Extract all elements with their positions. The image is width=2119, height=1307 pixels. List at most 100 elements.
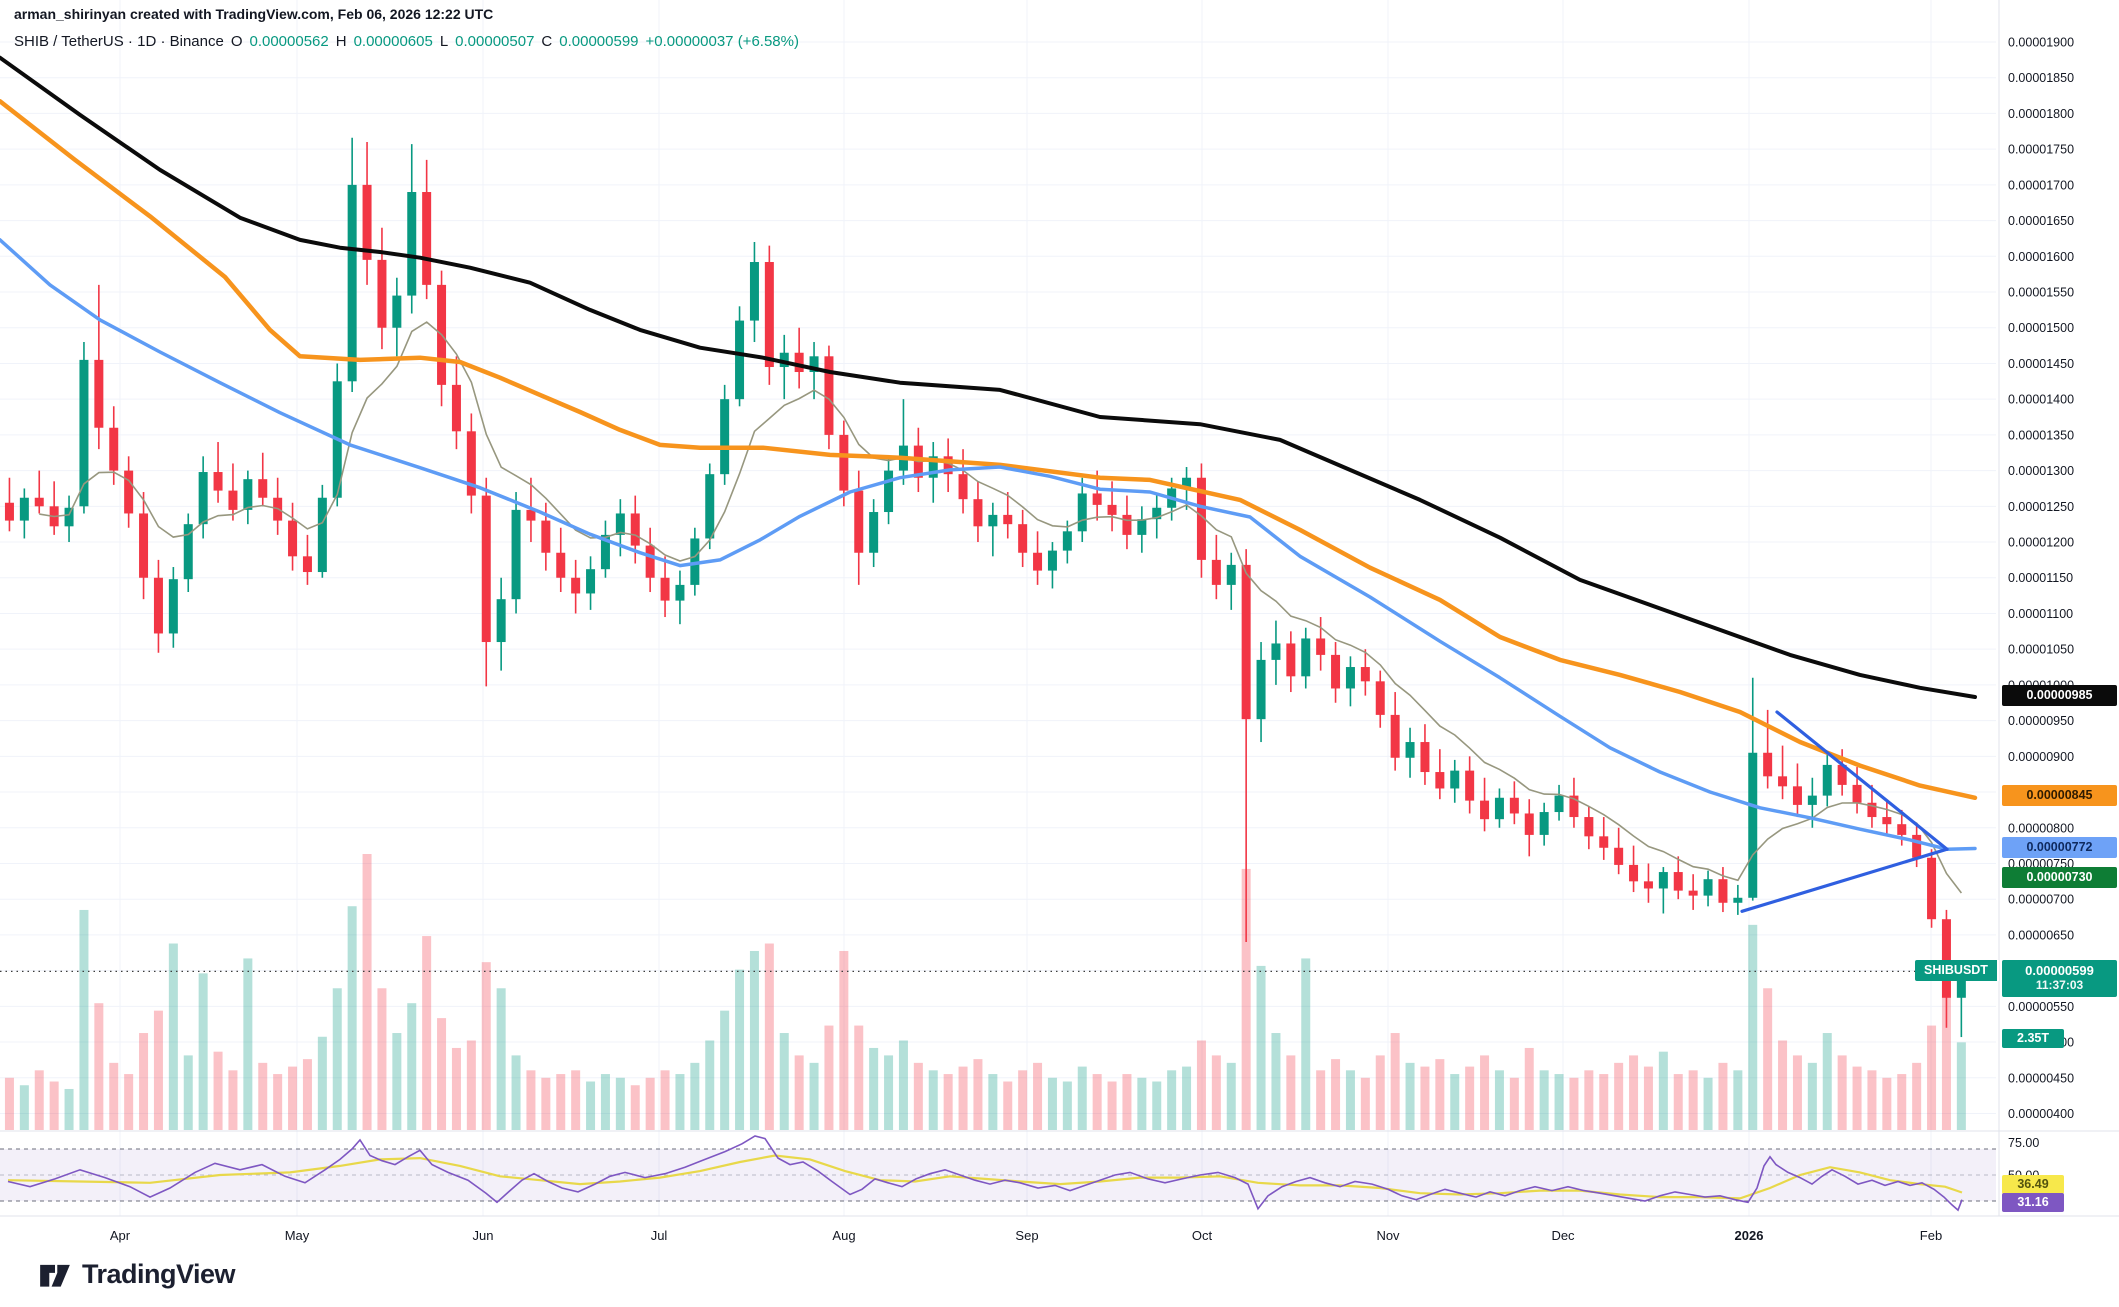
volume-bar[interactable]	[1614, 1062, 1624, 1130]
volume-bar[interactable]	[1137, 1077, 1147, 1130]
candle[interactable]	[839, 420, 849, 507]
candle[interactable]	[645, 527, 655, 593]
candle[interactable]	[183, 513, 193, 593]
volume-bar[interactable]	[1956, 1042, 1966, 1130]
candle[interactable]	[243, 470, 253, 525]
volume-bar[interactable]	[615, 1077, 625, 1130]
volume-bar[interactable]	[1271, 1033, 1281, 1130]
volume-bar[interactable]	[1569, 1077, 1579, 1130]
volume-bar[interactable]	[511, 1055, 521, 1130]
candle[interactable]	[1077, 477, 1087, 543]
candle[interactable]	[407, 144, 417, 314]
volume-bar[interactable]	[466, 1040, 476, 1130]
candle[interactable]	[1703, 870, 1713, 907]
volume-bar[interactable]	[1554, 1074, 1564, 1130]
candle[interactable]	[1524, 799, 1534, 857]
volume-bar[interactable]	[4, 1077, 14, 1130]
volume-bar[interactable]	[764, 943, 774, 1130]
volume-bar[interactable]	[958, 1066, 968, 1130]
candle[interactable]	[1688, 874, 1698, 910]
candle[interactable]	[153, 559, 163, 653]
volume-bar[interactable]	[109, 1062, 119, 1130]
volume-bar[interactable]	[1912, 1062, 1922, 1130]
candle[interactable]	[1539, 802, 1549, 846]
candle[interactable]	[124, 456, 134, 528]
volume-bar[interactable]	[884, 1055, 894, 1130]
volume-bar[interactable]	[913, 1062, 923, 1130]
volume-bar[interactable]	[1047, 1077, 1057, 1130]
candle[interactable]	[705, 463, 715, 550]
candle[interactable]	[1286, 631, 1296, 693]
volume-bar[interactable]	[973, 1059, 983, 1130]
volume-bar[interactable]	[1822, 1033, 1832, 1130]
candle[interactable]	[1614, 827, 1624, 875]
rsi-pane[interactable]	[0, 1135, 1996, 1212]
volume-bar[interactable]	[1405, 1062, 1415, 1130]
volume-bar[interactable]	[1941, 995, 1951, 1130]
candle[interactable]	[34, 470, 44, 514]
volume-bar[interactable]	[288, 1066, 298, 1130]
volume-bar[interactable]	[541, 1077, 551, 1130]
candle[interactable]	[1226, 552, 1236, 610]
volume-bar[interactable]	[302, 1059, 312, 1130]
symbol-ohlc-line[interactable]: SHIB / TetherUS · 1D · Binance O 0.0000056…	[14, 33, 806, 50]
ema-fast-line[interactable]	[39, 321, 1963, 894]
volume-bar[interactable]	[332, 988, 342, 1130]
volume-bar[interactable]	[1792, 1055, 1802, 1130]
candle[interactable]	[749, 242, 759, 343]
candle[interactable]	[884, 456, 894, 525]
volume-bar[interactable]	[496, 988, 506, 1130]
candle[interactable]	[869, 499, 879, 568]
candle[interactable]	[1822, 752, 1832, 807]
candle[interactable]	[1509, 781, 1519, 825]
volume-bar[interactable]	[839, 950, 849, 1130]
candle[interactable]	[1405, 727, 1415, 778]
volume-bar[interactable]	[1182, 1066, 1192, 1130]
candle[interactable]	[213, 442, 223, 503]
candle[interactable]	[1018, 509, 1028, 568]
volume-bar[interactable]	[139, 1033, 149, 1130]
volume-bar[interactable]	[362, 854, 372, 1130]
volume-bar[interactable]	[556, 1074, 566, 1130]
candle[interactable]	[496, 577, 506, 671]
volume-bar[interactable]	[198, 973, 208, 1130]
candle[interactable]	[347, 137, 357, 393]
volume-bar[interactable]	[1778, 1040, 1788, 1130]
volume-bar[interactable]	[1584, 1070, 1594, 1130]
candle[interactable]	[1047, 542, 1057, 589]
volume-bar[interactable]	[675, 1074, 685, 1130]
candle[interactable]	[377, 227, 387, 350]
volume-bar[interactable]	[600, 1074, 610, 1130]
volume-bar[interactable]	[1703, 1077, 1713, 1130]
volume-bar[interactable]	[779, 1033, 789, 1130]
volume-bar[interactable]	[1390, 1033, 1400, 1130]
candle[interactable]	[1658, 867, 1668, 914]
candle[interactable]	[794, 327, 804, 389]
volume-bar[interactable]	[794, 1055, 804, 1130]
time-axis[interactable]: Apr May Jun Jul Aug Sep Oct Nov Dec 2026 Feb	[110, 1228, 1942, 1243]
candle[interactable]	[168, 567, 178, 648]
candle[interactable]	[735, 306, 745, 407]
volume-bar[interactable]	[1003, 1081, 1013, 1130]
volume-bar[interactable]	[705, 1040, 715, 1130]
volume-bar[interactable]	[1018, 1070, 1028, 1130]
candle[interactable]	[1450, 759, 1460, 803]
volume-bar[interactable]	[1360, 1077, 1370, 1130]
candle[interactable]	[586, 556, 596, 610]
candle[interactable]	[79, 342, 89, 514]
volume-bar[interactable]	[1509, 1077, 1519, 1130]
candle[interactable]	[1390, 692, 1400, 771]
volume-bar[interactable]	[1748, 924, 1758, 1130]
volume-bar[interactable]	[153, 1010, 163, 1130]
candle[interactable]	[675, 570, 685, 625]
candle[interactable]	[362, 142, 372, 285]
volume-bar[interactable]	[1316, 1070, 1326, 1130]
candle[interactable]	[4, 477, 14, 532]
volume-bar[interactable]	[943, 1074, 953, 1130]
volume-bar[interactable]	[1494, 1070, 1504, 1130]
volume-bar[interactable]	[1122, 1074, 1132, 1130]
candle[interactable]	[1643, 863, 1653, 903]
volume-bar[interactable]	[1718, 1062, 1728, 1130]
volume-bar[interactable]	[1196, 1040, 1206, 1130]
